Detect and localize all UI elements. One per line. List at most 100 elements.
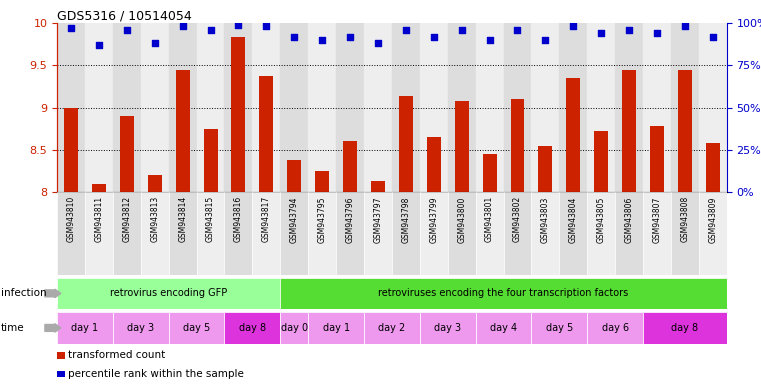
Bar: [196, 192, 224, 275]
Point: [540, 37, 552, 43]
Bar: [392, 192, 420, 275]
Text: GSM943795: GSM943795: [317, 196, 326, 243]
Point: [205, 27, 217, 33]
Bar: [169, 23, 196, 192]
Text: GSM943801: GSM943801: [485, 196, 494, 242]
Text: GSM943816: GSM943816: [234, 196, 243, 242]
Text: GSM943812: GSM943812: [123, 196, 132, 242]
Bar: [308, 23, 336, 192]
Text: day 3: day 3: [435, 323, 461, 333]
Bar: [482, 154, 496, 192]
Point: [456, 27, 468, 33]
Bar: [85, 23, 113, 192]
Point: [400, 27, 412, 33]
Bar: [176, 70, 189, 192]
Text: day 6: day 6: [602, 323, 629, 333]
Text: GSM943800: GSM943800: [457, 196, 466, 243]
Text: retrovirus encoding GFP: retrovirus encoding GFP: [110, 288, 228, 298]
Bar: [308, 192, 336, 275]
Bar: [399, 96, 412, 192]
Bar: [615, 192, 643, 275]
Text: GSM943810: GSM943810: [66, 196, 75, 242]
Bar: [57, 23, 85, 192]
Bar: [671, 192, 699, 275]
Text: day 3: day 3: [127, 323, 154, 333]
Bar: [615, 23, 643, 192]
Point: [679, 23, 691, 30]
Text: GSM943796: GSM943796: [345, 196, 355, 243]
Point: [567, 23, 579, 30]
Point: [428, 33, 440, 40]
Bar: [531, 192, 559, 275]
Bar: [643, 192, 671, 275]
Text: day 2: day 2: [378, 323, 406, 333]
Text: GSM943813: GSM943813: [150, 196, 159, 242]
Bar: [587, 192, 615, 275]
Bar: [587, 312, 643, 344]
Text: GSM943803: GSM943803: [541, 196, 550, 243]
Bar: [566, 78, 580, 192]
Text: GSM943811: GSM943811: [94, 196, 103, 242]
Point: [707, 33, 719, 40]
Text: GSM943806: GSM943806: [625, 196, 634, 243]
Bar: [260, 76, 273, 192]
Text: day 1: day 1: [323, 323, 349, 333]
Text: time: time: [1, 323, 24, 333]
Bar: [148, 175, 161, 192]
Text: GSM943809: GSM943809: [708, 196, 718, 243]
Bar: [288, 160, 301, 192]
Point: [595, 30, 607, 36]
Bar: [280, 192, 308, 275]
Bar: [699, 23, 727, 192]
Text: transformed count: transformed count: [68, 350, 165, 360]
Bar: [224, 192, 253, 275]
Point: [121, 27, 133, 33]
Bar: [204, 129, 218, 192]
Bar: [280, 312, 308, 344]
Bar: [253, 23, 280, 192]
Bar: [511, 99, 524, 192]
Text: GSM943808: GSM943808: [680, 196, 689, 242]
Bar: [420, 312, 476, 344]
Bar: [559, 23, 587, 192]
Bar: [504, 192, 531, 275]
Point: [148, 40, 161, 46]
Text: GSM943794: GSM943794: [290, 196, 299, 243]
Bar: [113, 23, 141, 192]
Text: day 4: day 4: [490, 323, 517, 333]
Bar: [169, 312, 224, 344]
Text: GSM943799: GSM943799: [429, 196, 438, 243]
Text: GDS5316 / 10514054: GDS5316 / 10514054: [57, 10, 192, 23]
Text: day 5: day 5: [546, 323, 573, 333]
Point: [232, 22, 244, 28]
Text: day 8: day 8: [239, 323, 266, 333]
Bar: [678, 70, 692, 192]
Bar: [57, 192, 85, 275]
Bar: [643, 312, 727, 344]
Bar: [447, 192, 476, 275]
Bar: [336, 192, 364, 275]
Point: [623, 27, 635, 33]
Text: GSM943804: GSM943804: [568, 196, 578, 243]
Text: GSM943805: GSM943805: [597, 196, 606, 243]
Point: [288, 33, 301, 40]
Text: day 8: day 8: [671, 323, 699, 333]
Bar: [64, 108, 78, 192]
Bar: [504, 23, 531, 192]
Bar: [364, 23, 392, 192]
Text: percentile rank within the sample: percentile rank within the sample: [68, 369, 244, 379]
Bar: [253, 192, 280, 275]
Bar: [308, 312, 364, 344]
Bar: [447, 23, 476, 192]
Bar: [587, 23, 615, 192]
Text: day 5: day 5: [183, 323, 210, 333]
Bar: [224, 312, 280, 344]
Bar: [113, 192, 141, 275]
Bar: [705, 143, 720, 192]
Bar: [671, 23, 699, 192]
Bar: [454, 101, 469, 192]
Bar: [113, 312, 169, 344]
Bar: [538, 146, 552, 192]
Bar: [650, 126, 664, 192]
Bar: [531, 23, 559, 192]
